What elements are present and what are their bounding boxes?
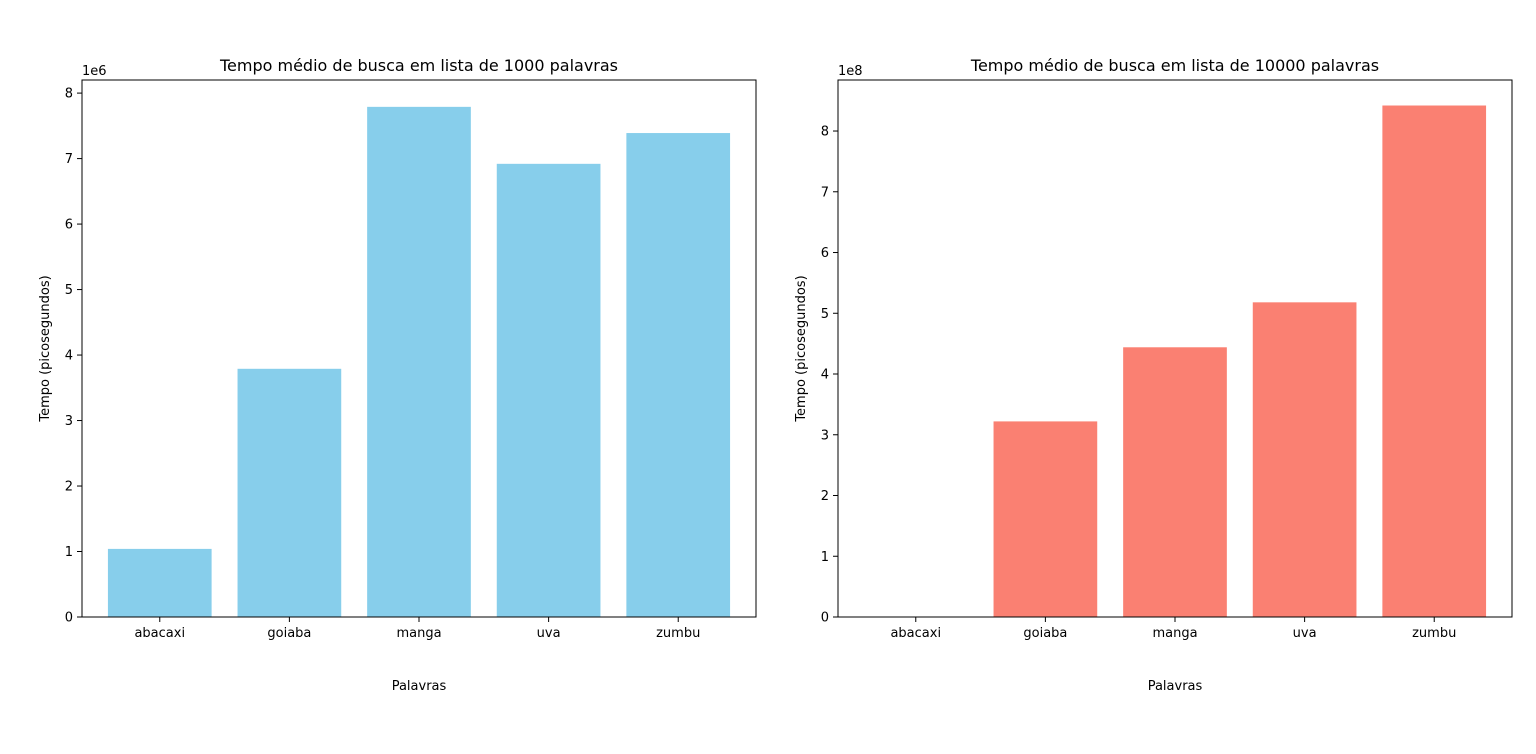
x-tick-label: uva	[537, 626, 561, 641]
x-tick-label: manga	[1152, 626, 1197, 641]
bar-goiaba	[237, 368, 342, 617]
y-tick-label: 3	[65, 414, 73, 429]
y-tick-label: 6	[821, 246, 829, 261]
x-tick-label: abacaxi	[134, 626, 185, 641]
y-tick-label: 0	[821, 611, 829, 626]
chart-left: abacaxi goiaba manga uva zumbu 0 1 2 3 4 5 6 7 8 1e6 Te…	[38, 56, 757, 694]
y-tick-label: 8	[821, 125, 829, 140]
x-tick-label: uva	[1293, 626, 1317, 641]
chart-right: abacaxi goiaba manga uva zumbu 0 1 2 3 4 5 6 7 8 1e8 Te…	[794, 56, 1513, 694]
bar-abacaxi	[107, 548, 212, 617]
y-offset-label: 1e6	[82, 64, 107, 79]
y-tick-label: 1	[65, 545, 73, 560]
x-tick-label: goiaba	[267, 626, 311, 641]
bar-goiaba	[993, 421, 1098, 617]
x-tick-label: abacaxi	[890, 626, 941, 641]
y-tick-label: 7	[821, 185, 829, 200]
x-tick-label: goiaba	[1023, 626, 1067, 641]
y-tick-label: 2	[821, 489, 829, 504]
y-tick-label: 1	[821, 550, 829, 565]
y-tick-label: 2	[65, 480, 73, 495]
x-tick-label: zumbu	[1412, 626, 1456, 641]
y-tick-label: 5	[65, 283, 73, 298]
y-offset-label: 1e8	[838, 64, 863, 79]
y-tick-label: 4	[65, 349, 73, 364]
y-tick-label: 8	[65, 87, 73, 102]
bar-manga	[367, 106, 471, 617]
bar-zumbu	[1382, 105, 1487, 617]
y-tick-label: 0	[65, 611, 73, 626]
bar-uva	[1252, 302, 1357, 617]
y-axis-label: Tempo (picosegundos)	[794, 275, 809, 422]
y-tick-label: 6	[65, 218, 73, 233]
y-tick-label: 4	[821, 368, 829, 383]
x-tick-label: zumbu	[656, 626, 700, 641]
y-tick-label: 7	[65, 152, 73, 167]
x-axis-label: Palavras	[1148, 679, 1203, 694]
x-tick-label: manga	[396, 626, 441, 641]
y-axis-label: Tempo (picosegundos)	[38, 275, 53, 422]
y-tick-label: 5	[821, 307, 829, 322]
bar-uva	[496, 163, 601, 617]
chart-title: Tempo médio de busca em lista de 1000 pa…	[219, 56, 618, 75]
chart-title: Tempo médio de busca em lista de 10000 p…	[970, 56, 1379, 75]
bar-manga	[1123, 347, 1227, 617]
bar-zumbu	[626, 133, 731, 618]
x-axis-label: Palavras	[392, 679, 447, 694]
y-tick-label: 3	[821, 428, 829, 443]
